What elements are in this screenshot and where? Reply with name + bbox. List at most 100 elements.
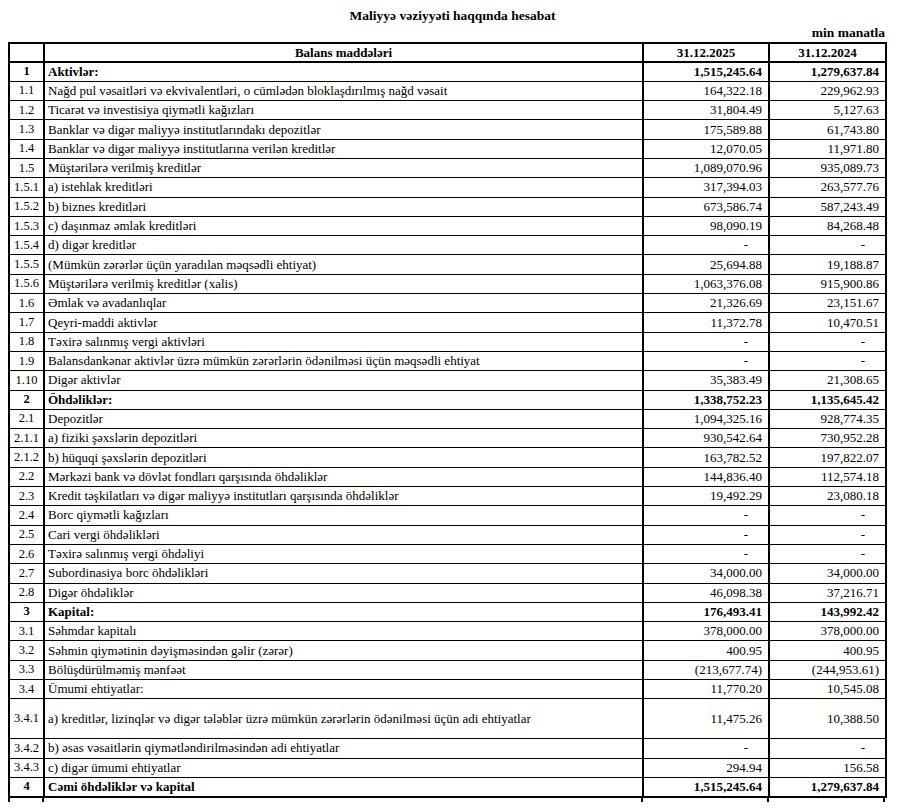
report-title: Maliyyə vəziyyəti haqqında hesabat [0,8,905,24]
row-number: 1.3 [9,120,44,139]
row-number: 2.8 [9,583,44,602]
value-2024: 378,000.00 [769,622,886,641]
row-number: 1.5.5 [9,255,44,274]
value-2025: 12,070.05 [643,139,769,158]
value-2025: 317,394.03 [643,178,769,197]
value-2025: 164,322.18 [643,81,769,100]
table-row: 1.5.4d) digər kreditlər-- [9,236,886,255]
value-2025: 34,000.00 [643,564,769,583]
table-row: 2.2Mərkəzi bank və dövlət fondları qarşı… [9,467,886,486]
value-2024: 400.95 [769,641,886,660]
row-label: Bölüşdürülməmiş mənfəət [44,660,643,679]
row-number: 2.2 [9,467,44,486]
row-number: 3 [9,602,44,621]
table-row: 3.2Səhmin qiymətinin dəyişməsindən gəlir… [9,641,886,660]
row-label: Təxirə salınmış vergi aktivləri [44,332,643,351]
header-2024: 31.12.2024 [769,43,886,62]
row-label: b) hüquqi şəxslərin depozitləri [44,448,643,467]
value-2025: - [643,525,769,544]
row-label: d) digər kreditlər [44,236,643,255]
row-number: 1.10 [9,371,44,390]
row-label: Müştərilərə verilmiş kreditlər (xalis) [44,274,643,293]
value-2024: 730,952.28 [769,429,886,448]
row-number: 1.5 [9,158,44,177]
value-2024: 1,279,637.84 [769,62,886,81]
table-row: 1.4Banklar və digər maliyyə institutları… [9,139,886,158]
table-row: 3.4Ümumi ehtiyatlar:11,770.2010,545.08 [9,680,886,699]
border-artifact [883,798,885,802]
row-number: 1.8 [9,332,44,351]
value-2025: (213,677.74) [643,660,769,679]
value-2024: 229,962.93 [769,81,886,100]
value-2024: (244,953.61) [769,660,886,679]
value-2025: - [643,351,769,370]
value-2024: 34,000.00 [769,564,886,583]
value-2024: 23,080.18 [769,487,886,506]
row-label: Təxirə salınmış vergi öhdəliyi [44,544,643,563]
value-2025: 25,694.88 [643,255,769,274]
table-row: 2.5Cari vergi öhdəlikləri-- [9,525,886,544]
table-row: 1.3Banklar və digər maliyyə institutları… [9,120,886,139]
value-2025: 98,090.19 [643,216,769,235]
value-2025: 144,836.40 [643,467,769,486]
unit-label: min manatla [0,25,885,41]
table-row: 1.10Digər aktivlər35,383.4921,308.65 [9,371,886,390]
table-row: 1Aktivlər:1,515,245.641,279,637.84 [9,62,886,81]
value-2024: 61,743.80 [769,120,886,139]
value-2025: - [643,506,769,525]
row-label: Cəmi öhdəliklər və kapital [44,777,643,796]
row-number: 3.4.1 [9,699,44,739]
table-row: 1.5.5(Mümkün zərərlər üçün yaradılan məq… [9,255,886,274]
value-2024: 1,135,645.42 [769,390,886,409]
row-label: Aktivlər: [44,62,643,81]
table-row: 2.1Depozitlər1,094,325.16928,774.35 [9,409,886,428]
value-2024: 21,308.65 [769,371,886,390]
row-number: 1.7 [9,313,44,332]
value-2024: 928,774.35 [769,409,886,428]
value-2025: 1,089,070.96 [643,158,769,177]
row-label: Subordinasiya borc öhdəlikləri [44,564,643,583]
value-2024: 197,822.07 [769,448,886,467]
row-number: 3.3 [9,660,44,679]
row-number: 1.5.3 [9,216,44,235]
value-2025: 294.94 [643,758,769,777]
value-2024: 587,243.49 [769,197,886,216]
value-2025: 1,094,325.16 [643,409,769,428]
row-label: Nağd pul vəsaitləri və ekvivalentləri, o… [44,81,643,100]
row-label: c) daşınmaz əmlak kreditləri [44,216,643,235]
value-2024: - [769,351,886,370]
row-label: Borc qiymətli kağızları [44,506,643,525]
row-number: 3.4.2 [9,739,44,758]
row-number: 4 [9,777,44,796]
row-label: a) istehlak kreditləri [44,178,643,197]
value-2025: 176,493.41 [643,602,769,621]
table-row: 1.5.2b) biznes kreditləri673,586.74587,2… [9,197,886,216]
row-label: Əmlak və avadanlıqlar [44,294,643,313]
table-row: 2Öhdəliklər:1,338,752.231,135,645.42 [9,390,886,409]
value-2025: - [643,332,769,351]
table-row: 2.4Borc qiymətli kağızları-- [9,506,886,525]
value-2025: 1,515,245.64 [643,777,769,796]
table-row: 3.3Bölüşdürülməmiş mənfəət(213,677.74)(2… [9,660,886,679]
value-2024: 143,992.42 [769,602,886,621]
row-number: 1 [9,62,44,81]
value-2025: 1,063,376.08 [643,274,769,293]
table-row: 1.5Müştərilərə verilmiş kreditlər1,089,0… [9,158,886,177]
row-number: 2.4 [9,506,44,525]
table-row: 2.8Digər öhdəliklər46,098.3837,216.71 [9,583,886,602]
table-row: 2.3Kredit təşkilatları və digər maliyyə … [9,487,886,506]
row-label: a) kreditlər, lizinqlər və digər tələblə… [44,699,643,739]
row-number: 1.5.1 [9,178,44,197]
value-2025: 930,542.64 [643,429,769,448]
row-label: Öhdəliklər: [44,390,643,409]
row-label: Qeyri-maddi aktivlər [44,313,643,332]
table-row: 2.6Təxirə salınmış vergi öhdəliyi-- [9,544,886,563]
value-2025: 1,338,752.23 [643,390,769,409]
value-2024: 84,268.48 [769,216,886,235]
table-row: 1.5.3c) daşınmaz əmlak kreditləri98,090.… [9,216,886,235]
value-2025: - [643,739,769,758]
row-label: Kredit təşkilatları və digər maliyyə ins… [44,487,643,506]
row-label: b) əsas vəsaitlərin qiymətləndirilməsind… [44,739,643,758]
header-item: Balans maddələri [44,43,643,62]
row-number: 2.7 [9,564,44,583]
